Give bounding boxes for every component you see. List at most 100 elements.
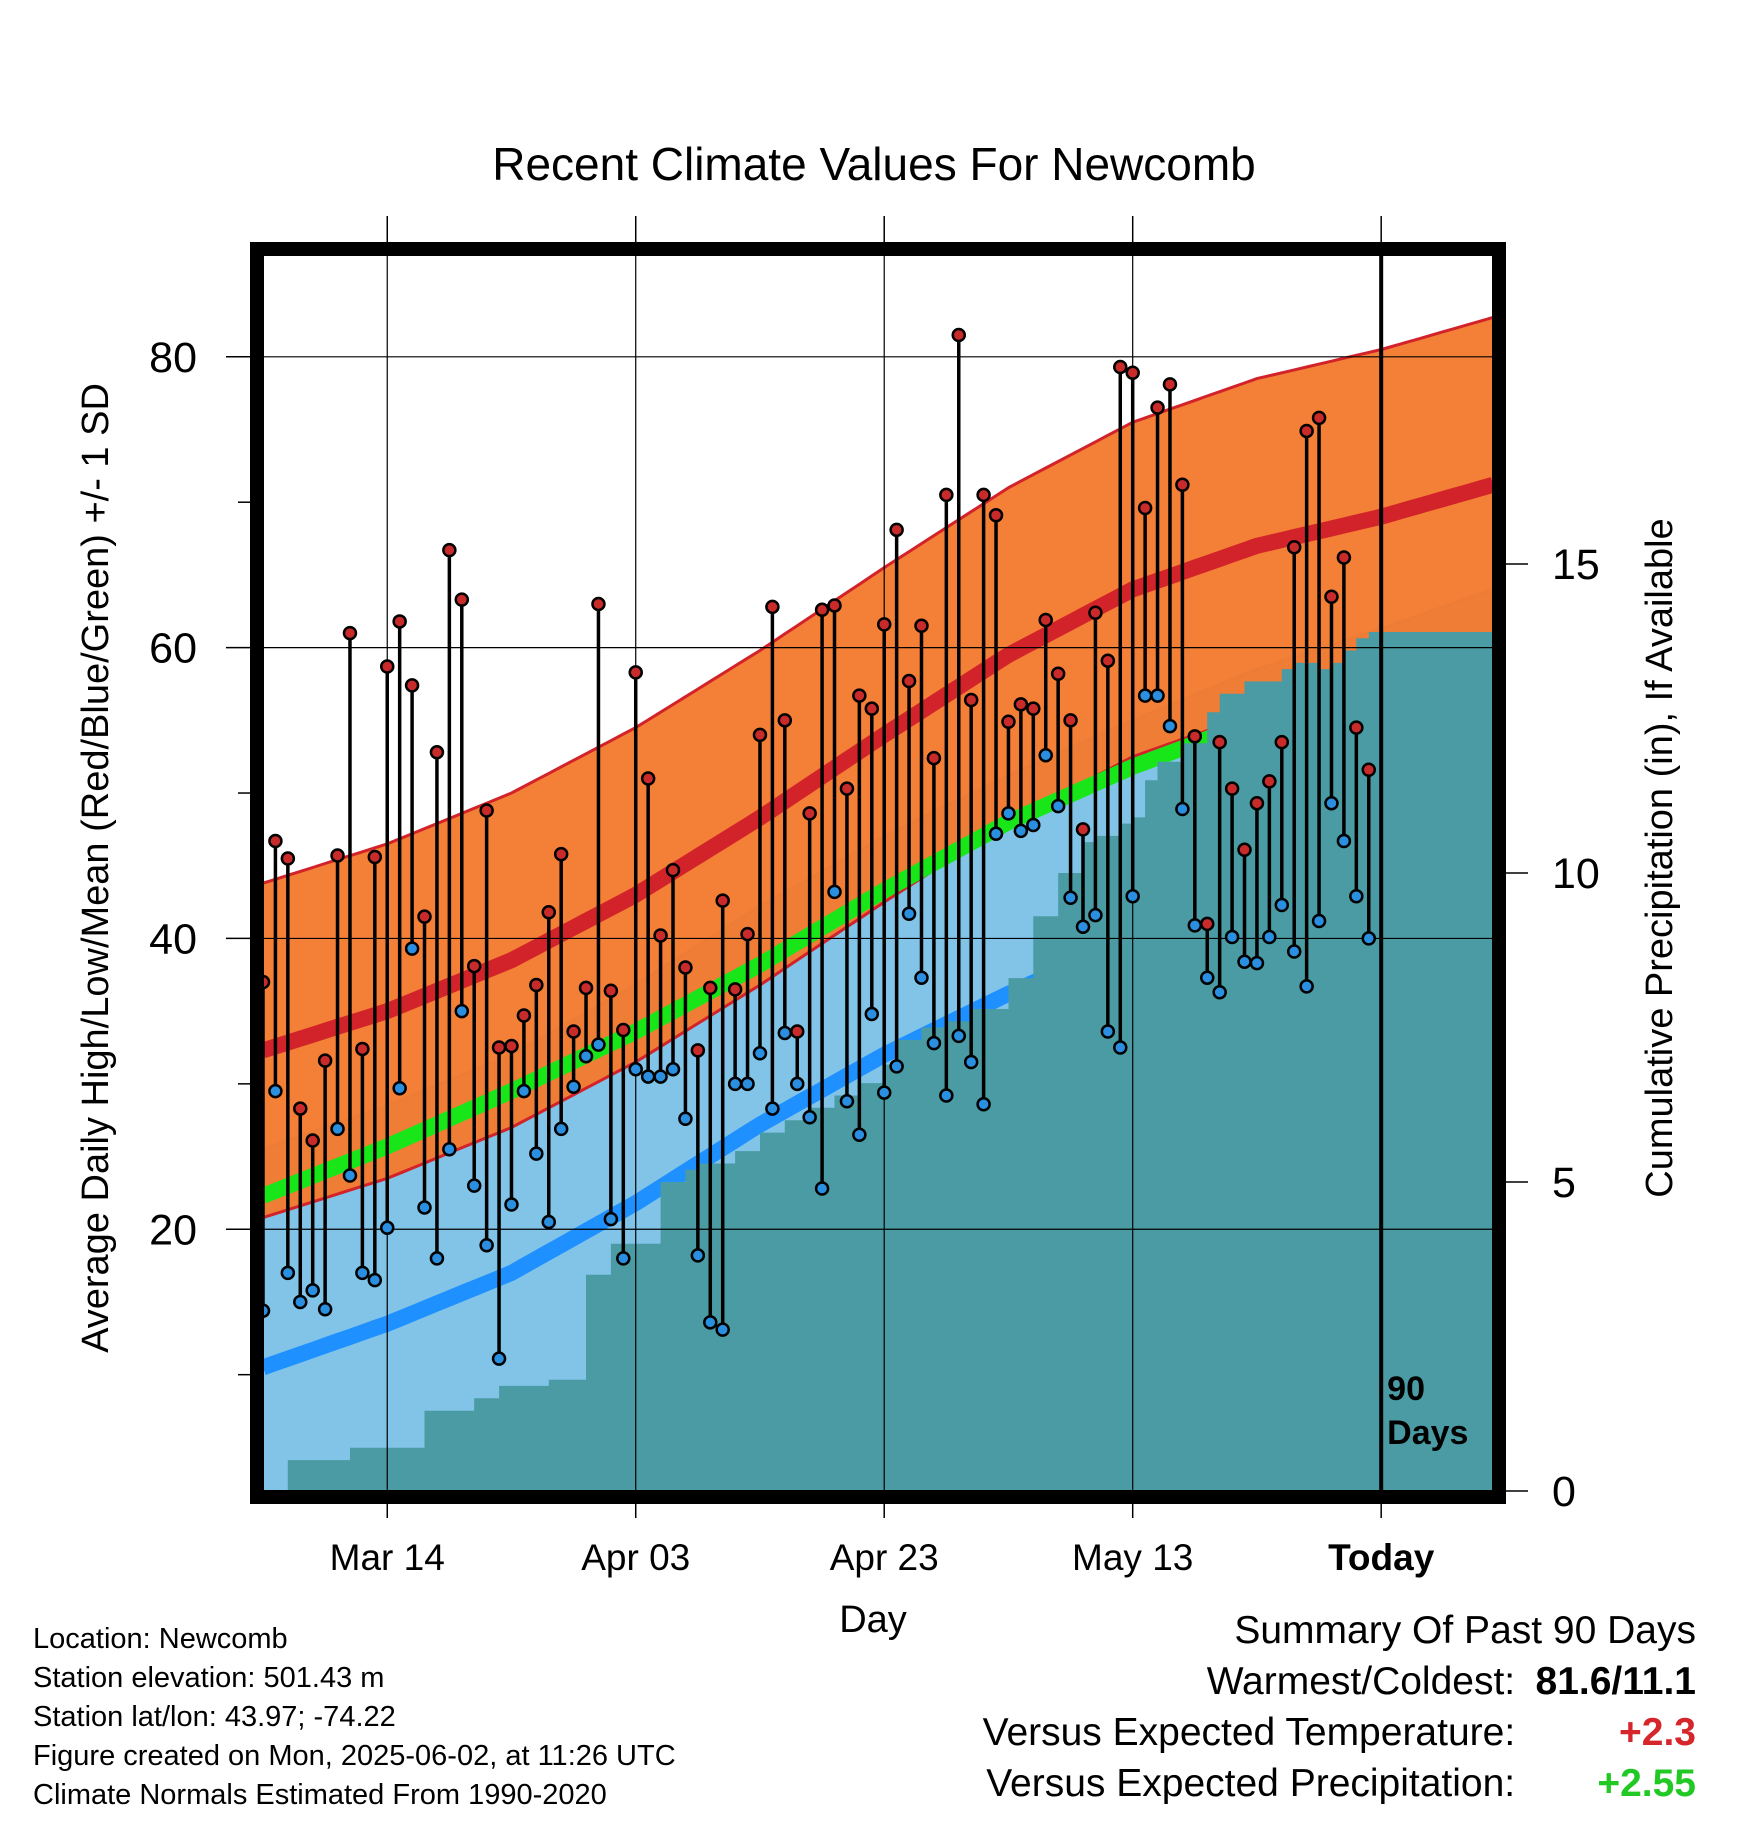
daily-low-point: [479, 1238, 494, 1253]
daily-low-point: [1013, 823, 1029, 839]
daily-low-point: [404, 941, 420, 956]
daily-low-point: [1075, 919, 1091, 935]
daily-high-point: [690, 1043, 706, 1058]
daily-high-point: [777, 713, 793, 728]
daily-low-point: [566, 1079, 581, 1095]
daily-high-point: [926, 750, 942, 766]
daily-low-point: [889, 1059, 904, 1074]
high-band-upper-edge: [263, 316, 1493, 885]
daily-low-point: [939, 1088, 954, 1103]
daily-high-point: [814, 602, 830, 618]
daily-low-point: [777, 1025, 793, 1041]
daily-low-point: [1088, 907, 1103, 923]
daily-high-point: [1175, 477, 1190, 493]
daily-low-point: [1038, 747, 1053, 763]
today-days-label: 90: [1387, 1370, 1425, 1408]
daily-low-point: [330, 1121, 345, 1137]
daily-low-point: [976, 1096, 991, 1112]
daily-high-point: [1001, 714, 1016, 730]
daily-low-point: [690, 1248, 706, 1263]
daily-high-point: [1199, 916, 1215, 932]
daily-high-point: [1113, 359, 1128, 375]
daily-high-point: [603, 983, 619, 999]
daily-high-point: [1100, 653, 1116, 668]
daily-high-point: [715, 893, 730, 908]
warm-cold-value: 81.6/11.1: [1535, 1660, 1697, 1703]
daily-low-point: [367, 1272, 383, 1288]
daily-high-point: [827, 598, 842, 613]
daily-low-point: [1286, 944, 1302, 959]
daily-low-point: [814, 1181, 830, 1196]
temp-value: +2.3: [1619, 1711, 1696, 1754]
daily-high-point: [1299, 423, 1314, 439]
info-elevation: Station elevation: 501.43 m: [33, 1662, 385, 1694]
x-tick-label: Apr 23: [830, 1537, 939, 1578]
daily-low-point: [603, 1211, 619, 1227]
daily-low-point: [1162, 718, 1178, 734]
daily-high-point: [1274, 734, 1290, 750]
daily-high-point: [951, 327, 967, 343]
y-tick-label: 40: [149, 915, 197, 963]
y-tick-label: 20: [149, 1206, 197, 1254]
daily-high-point: [864, 701, 880, 716]
daily-low-point: [752, 1046, 768, 1061]
daily-low-point: [1262, 929, 1277, 945]
daily-low-point: [653, 1069, 668, 1084]
daily-low-point: [442, 1142, 457, 1157]
daily-high-point: [1187, 729, 1203, 744]
daily-high-point: [727, 982, 743, 997]
daily-high-point: [678, 960, 693, 975]
daily-low-point: [901, 906, 917, 921]
y-axis-label: Average Daily High/Low/Mean (Red/Blue/Gr…: [75, 383, 117, 1353]
daily-low-point: [1311, 913, 1327, 929]
daily-low-point: [1274, 897, 1290, 913]
daily-low-point: [553, 1121, 569, 1137]
daily-high-point: [280, 851, 296, 866]
daily-high-point: [504, 1038, 519, 1054]
daily-low-point: [1063, 890, 1078, 905]
daily-low-point: [317, 1301, 333, 1317]
precip-value: +2.55: [1597, 1762, 1696, 1805]
daily-low-point: [1324, 795, 1339, 811]
daily-high-point: [1137, 500, 1153, 516]
daily-low-point: [640, 1069, 656, 1084]
daily-low-point: [852, 1127, 867, 1142]
x-tick-label: May 13: [1072, 1537, 1193, 1578]
daily-high-point: [566, 1024, 581, 1039]
daily-low-point: [678, 1111, 693, 1126]
x-tick-label: Mar 14: [330, 1537, 445, 1578]
daily-low-point: [703, 1315, 718, 1330]
daily-high-point: [988, 508, 1004, 523]
chart-title: Recent Climate Values For Newcomb: [492, 138, 1256, 190]
daily-high-point: [765, 599, 780, 615]
daily-high-point: [442, 542, 457, 558]
info-created: Figure created on Mon, 2025-06-02, at 11…: [33, 1740, 676, 1772]
daily-low-point: [802, 1110, 817, 1125]
daily-low-point: [988, 826, 1004, 841]
daily-high-point: [1026, 701, 1041, 716]
daily-low-point: [839, 1094, 855, 1109]
daily-low-point: [1299, 979, 1314, 994]
daily-high-point: [802, 806, 817, 821]
daily-high-point: [553, 846, 569, 862]
daily-high-point: [516, 1008, 532, 1023]
daily-high-point: [653, 928, 668, 943]
daily-high-point: [1262, 774, 1277, 789]
daily-high-point: [901, 673, 917, 689]
daily-low-point: [417, 1200, 432, 1215]
y2-tick-label: 0: [1552, 1468, 1576, 1516]
daily-low-point: [864, 1006, 880, 1022]
daily-low-point: [429, 1251, 445, 1266]
daily-high-point: [752, 727, 768, 743]
y-tick-label: 80: [149, 334, 197, 382]
daily-low-point: [293, 1294, 308, 1310]
daily-low-point: [1336, 833, 1352, 849]
daily-low-point: [1237, 954, 1252, 969]
daily-low-point: [1199, 970, 1215, 985]
daily-low-point: [1187, 918, 1203, 933]
daily-high-point: [963, 692, 979, 708]
daily-high-point: [367, 849, 383, 865]
daily-low-point: [454, 1003, 470, 1019]
info-location: Location: Newcomb: [33, 1623, 288, 1655]
